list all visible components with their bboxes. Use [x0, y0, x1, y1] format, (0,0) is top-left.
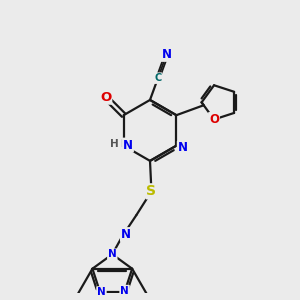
Text: N: N [97, 287, 106, 297]
Text: N: N [108, 249, 117, 259]
Text: H N: H N [110, 139, 130, 149]
Text: N: N [121, 228, 131, 241]
Text: O: O [100, 91, 111, 104]
Text: N: N [162, 48, 172, 61]
Text: N: N [178, 142, 188, 154]
Text: N: N [123, 139, 133, 152]
Text: C: C [154, 73, 162, 83]
Text: O: O [209, 113, 219, 126]
Text: S: S [146, 184, 157, 198]
Text: N: N [120, 286, 129, 296]
